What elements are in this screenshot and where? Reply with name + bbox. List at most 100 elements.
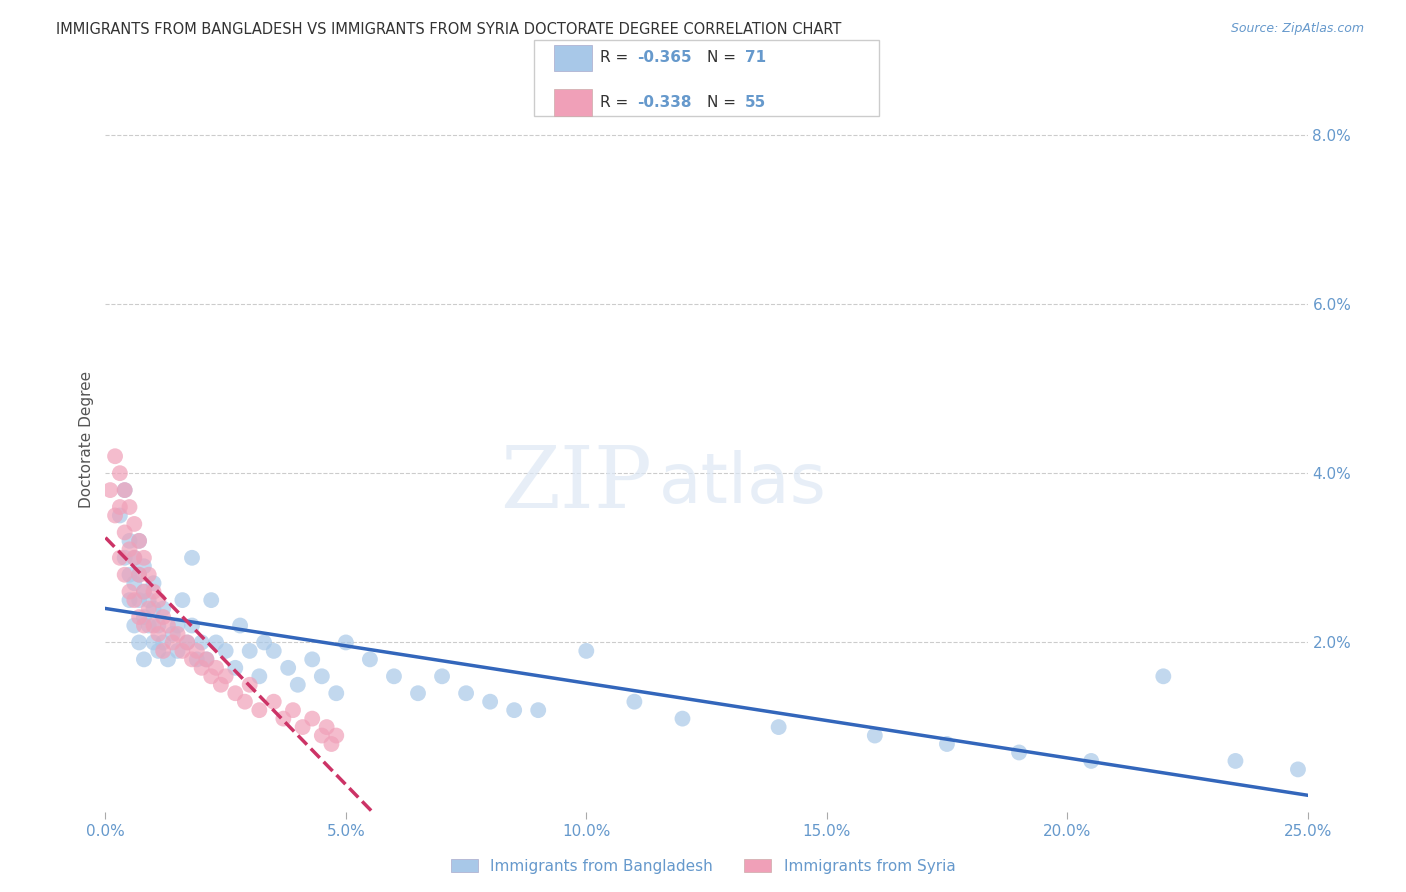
Point bbox=[321, 737, 343, 751]
Text: N =: N = bbox=[707, 51, 741, 65]
Point bbox=[142, 576, 165, 591]
Point bbox=[936, 737, 959, 751]
Point bbox=[233, 695, 256, 709]
Point bbox=[190, 661, 212, 675]
Point bbox=[148, 644, 170, 658]
Text: ZIP: ZIP bbox=[501, 442, 652, 525]
Point bbox=[142, 618, 165, 632]
Point bbox=[224, 686, 246, 700]
Point bbox=[1008, 746, 1031, 760]
Point bbox=[527, 703, 550, 717]
Point bbox=[128, 567, 150, 582]
Point bbox=[273, 712, 295, 726]
Point bbox=[181, 618, 204, 632]
Point bbox=[214, 669, 236, 683]
Point bbox=[124, 550, 146, 565]
Point bbox=[124, 618, 146, 632]
Point bbox=[128, 533, 150, 548]
Point bbox=[104, 508, 127, 523]
Point bbox=[114, 483, 136, 497]
Point bbox=[247, 703, 270, 717]
Point bbox=[138, 593, 160, 607]
Text: -0.365: -0.365 bbox=[637, 51, 692, 65]
Point bbox=[406, 686, 429, 700]
Point bbox=[104, 449, 127, 463]
Point bbox=[325, 729, 347, 743]
Point bbox=[156, 652, 179, 666]
Point bbox=[382, 669, 405, 683]
Point bbox=[138, 601, 160, 615]
Point bbox=[152, 601, 174, 615]
Point bbox=[152, 610, 174, 624]
Point bbox=[229, 618, 252, 632]
Point bbox=[118, 500, 141, 514]
Point bbox=[181, 652, 204, 666]
Point bbox=[166, 644, 188, 658]
Point bbox=[200, 593, 222, 607]
Point bbox=[315, 720, 337, 734]
Text: R =: R = bbox=[600, 95, 634, 110]
Point bbox=[98, 483, 121, 497]
Point bbox=[128, 635, 150, 649]
Point bbox=[118, 533, 141, 548]
Point bbox=[575, 644, 598, 658]
Point bbox=[281, 703, 304, 717]
Legend: Immigrants from Bangladesh, Immigrants from Syria: Immigrants from Bangladesh, Immigrants f… bbox=[444, 853, 962, 880]
Point bbox=[132, 550, 155, 565]
Point bbox=[1225, 754, 1247, 768]
Point bbox=[132, 618, 155, 632]
Point bbox=[124, 516, 146, 531]
Point bbox=[359, 652, 381, 666]
Point bbox=[162, 627, 184, 641]
Point bbox=[114, 525, 136, 540]
Point bbox=[200, 669, 222, 683]
Point bbox=[623, 695, 645, 709]
Point bbox=[205, 635, 228, 649]
Point bbox=[108, 500, 131, 514]
Point bbox=[172, 644, 194, 658]
Point bbox=[152, 635, 174, 649]
Point bbox=[291, 720, 314, 734]
Point bbox=[128, 610, 150, 624]
Point bbox=[142, 601, 165, 615]
Text: 71: 71 bbox=[745, 51, 766, 65]
Point bbox=[172, 593, 194, 607]
Point bbox=[239, 644, 262, 658]
Point bbox=[142, 584, 165, 599]
Point bbox=[132, 610, 155, 624]
Point bbox=[124, 593, 146, 607]
Point bbox=[176, 635, 198, 649]
Point bbox=[239, 678, 262, 692]
Point bbox=[118, 593, 141, 607]
Point bbox=[138, 567, 160, 582]
Point bbox=[181, 550, 204, 565]
Point bbox=[142, 635, 165, 649]
Point bbox=[430, 669, 453, 683]
Y-axis label: Doctorate Degree: Doctorate Degree bbox=[79, 371, 94, 508]
Point bbox=[118, 584, 141, 599]
Point bbox=[335, 635, 357, 649]
Point bbox=[263, 695, 285, 709]
Point bbox=[152, 644, 174, 658]
Point bbox=[108, 550, 131, 565]
Point bbox=[325, 686, 347, 700]
Point bbox=[118, 567, 141, 582]
Point bbox=[214, 644, 236, 658]
Text: -0.338: -0.338 bbox=[637, 95, 692, 110]
Point bbox=[863, 729, 886, 743]
Text: IMMIGRANTS FROM BANGLADESH VS IMMIGRANTS FROM SYRIA DOCTORATE DEGREE CORRELATION: IMMIGRANTS FROM BANGLADESH VS IMMIGRANTS… bbox=[56, 22, 842, 37]
Point bbox=[128, 533, 150, 548]
Point bbox=[263, 644, 285, 658]
Point bbox=[124, 550, 146, 565]
Point bbox=[1286, 763, 1309, 777]
Point bbox=[186, 644, 208, 658]
Point bbox=[479, 695, 502, 709]
Point bbox=[108, 508, 131, 523]
Point bbox=[671, 712, 693, 726]
Text: Source: ZipAtlas.com: Source: ZipAtlas.com bbox=[1230, 22, 1364, 36]
Point bbox=[114, 550, 136, 565]
Point bbox=[205, 661, 228, 675]
Point bbox=[124, 576, 146, 591]
Point bbox=[503, 703, 526, 717]
Point bbox=[132, 652, 155, 666]
